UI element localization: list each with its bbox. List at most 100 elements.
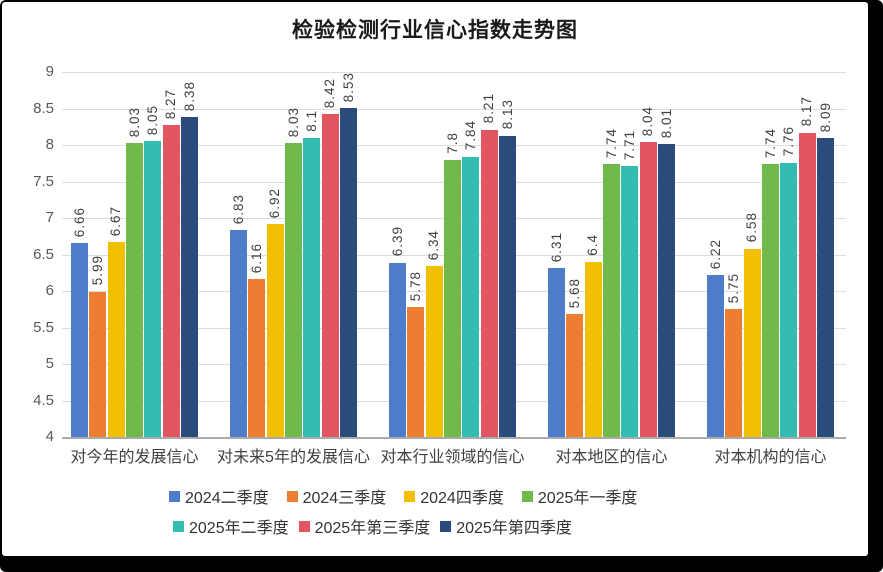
legend-swatch: [173, 520, 184, 532]
gridline: [62, 72, 846, 73]
bar-slot: 6.31: [548, 72, 565, 437]
bar-value-label: 8.03: [285, 106, 301, 137]
bar-group: 6.66 5.99 6.67 8.03 8.05 8.27 8.38: [71, 72, 198, 437]
bar-slot: 5.75: [725, 72, 743, 437]
y-axis-tick-label: 4: [45, 428, 54, 445]
x-axis-category-label: 对未来5年的发展信心: [217, 449, 370, 466]
bar-slot: 6.66: [71, 72, 88, 437]
bar-value-label: 6.83: [230, 194, 246, 225]
x-axis-category-label: 对本机构的信心: [714, 449, 827, 466]
bar: [89, 291, 107, 437]
x-axis: 对今年的发展信心 对未来5年的发展信心 对本行业领域的信心 对本地区的信心 对本机构的信…: [62, 443, 846, 469]
bar-slot: 8.03: [284, 72, 302, 437]
bar-value-label: 6.39: [389, 226, 405, 257]
legend-label: 2025年第三季度: [314, 520, 431, 537]
bar: [230, 230, 247, 437]
bar: [107, 242, 125, 437]
bar-slot: 8.27: [162, 72, 180, 437]
bar-value-label: 8.13: [499, 99, 515, 130]
bar-slot: 8.1: [303, 72, 321, 437]
bar: [462, 156, 480, 437]
bar-slot: 8.53: [339, 72, 357, 437]
bar: [621, 166, 639, 437]
bar-value-label: 6.66: [71, 206, 87, 237]
bar-value-label: 8.09: [817, 102, 833, 133]
legend-item: 2025年二季度: [173, 514, 289, 538]
y-axis-tick-label: 6: [45, 282, 54, 299]
gridline: [62, 145, 846, 146]
bar-value-label: 8.21: [481, 93, 497, 124]
bar: [248, 279, 266, 437]
legend-label: 2024四季度: [420, 490, 504, 507]
bar: [162, 125, 180, 437]
bar-slot: 7.74: [602, 72, 620, 437]
bar-value-label: 8.38: [181, 81, 197, 112]
bar: [71, 242, 88, 437]
bar-slot: 8.42: [321, 72, 339, 437]
bar-value-label: 7.71: [622, 129, 638, 161]
legend-item: 2025年第三季度: [298, 514, 431, 538]
bar-value-label: 7.8: [444, 131, 460, 154]
bar-slot: 8.03: [125, 72, 143, 437]
bar-value-label: 6.4: [585, 234, 601, 256]
bar-slot: 8.17: [798, 72, 816, 437]
bar-value-label: 7.74: [603, 127, 619, 158]
x-axis-category-label: 对本行业领域的信心: [380, 449, 525, 466]
bar-value-label: 7.76: [781, 126, 797, 157]
legend-swatch: [169, 490, 180, 502]
legend-item: 2025年第四季度: [440, 514, 572, 538]
bar: [816, 138, 834, 437]
bar: [284, 142, 302, 437]
y-axis-tick-label: 9: [45, 63, 54, 80]
y-axis-tick-label: 8: [45, 136, 54, 153]
bar: [707, 274, 724, 437]
bar: [389, 262, 406, 437]
bar-slot: 8.09: [816, 72, 834, 437]
y-axis-tick-label: 4.5: [33, 391, 54, 409]
bar-value-label: 8.17: [799, 96, 815, 127]
bar-slot: 7.8: [443, 72, 461, 437]
bar: [798, 132, 816, 437]
legend-swatch: [440, 520, 452, 532]
bar-value-label: 5.99: [90, 255, 106, 286]
legend-label: 2024三季度: [302, 490, 387, 507]
legend-swatch: [286, 490, 298, 502]
bar: [443, 159, 461, 437]
bar-slot: 8.13: [498, 72, 516, 437]
bar: [725, 309, 743, 437]
bar: [548, 268, 565, 437]
y-axis-tick-label: 5: [45, 355, 54, 372]
bar-value-label: 7.74: [762, 127, 778, 158]
legend-swatch: [298, 520, 310, 532]
legend-label: 2024二季度: [185, 490, 269, 507]
bar-slot: 8.01: [657, 72, 675, 437]
bar: [425, 266, 443, 437]
bar-value-label: 8.42: [322, 78, 338, 109]
bar-value-label: 8.05: [145, 105, 161, 136]
chart-canvas: 检验检测行业信心指数走势图 9 8.5 8 7.5 7 6.5 6 5.5 5 4.5 4 6.66…: [2, 2, 868, 556]
bar: [761, 164, 779, 437]
bar-value-label: 5.78: [408, 270, 424, 302]
x-axis-category-label: 对今年的发展信心: [70, 449, 199, 466]
bar: [303, 137, 321, 437]
bar-slot: 6.92: [266, 72, 284, 437]
bar-value-label: 5.75: [726, 273, 742, 304]
bar: [339, 108, 357, 437]
x-axis-line: [62, 437, 846, 439]
bar-slot: 5.78: [407, 72, 425, 437]
bar: [498, 135, 516, 437]
bar-value-label: 8.1: [304, 109, 320, 132]
bar-slot: 7.76: [780, 72, 798, 437]
bar: [321, 114, 339, 437]
legend-item: 2024三季度: [286, 484, 387, 508]
bar-value-label: 6.16: [249, 243, 265, 274]
legend-item: 2024二季度: [169, 484, 269, 508]
bar-slot: 6.67: [107, 72, 125, 437]
bar-slot: 8.21: [480, 72, 498, 437]
bar-group: 6.31 5.68 6.4 7.74 7.71 8.04 8.01: [548, 72, 675, 437]
bar-value-label: 6.58: [744, 212, 760, 243]
bar-value-label: 8.53: [340, 72, 356, 103]
bar: [125, 142, 143, 437]
bar-slot: 8.05: [144, 72, 162, 437]
bar: [602, 164, 620, 437]
